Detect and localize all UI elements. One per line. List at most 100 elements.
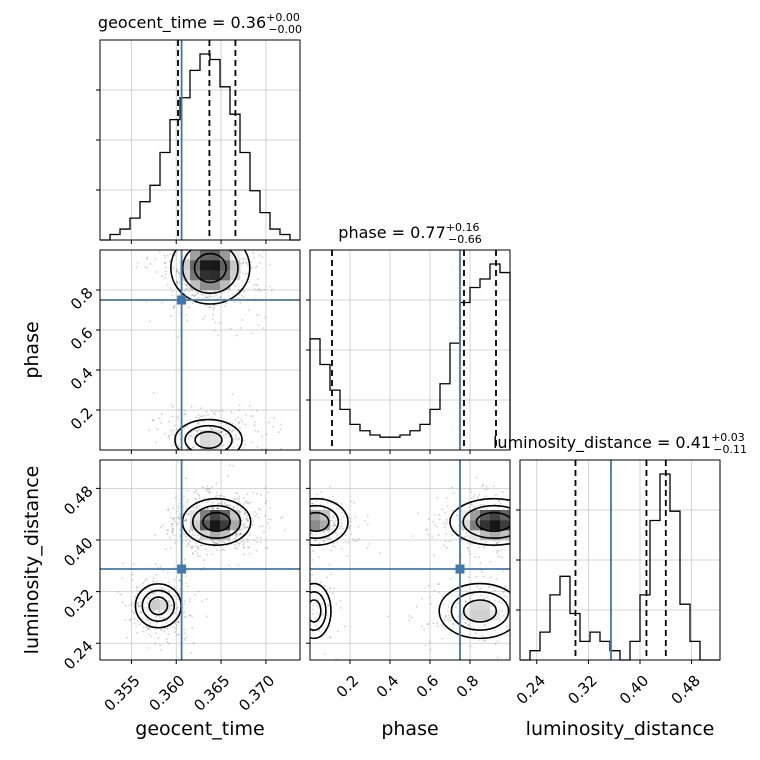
sample-point: [244, 443, 247, 446]
sample-point: [232, 465, 235, 467]
sample-point: [196, 431, 199, 434]
sample-point: [243, 541, 246, 544]
sample-point: [329, 636, 332, 639]
sample-point: [366, 523, 369, 526]
sample-point: [186, 545, 189, 547]
histogram-bar: [340, 409, 350, 450]
sample-point: [256, 313, 258, 316]
sample-point: [478, 546, 481, 549]
sample-point: [133, 622, 136, 624]
sample-point: [204, 296, 207, 299]
sample-point: [187, 570, 189, 573]
sample-point: [265, 546, 267, 549]
sample-point: [475, 632, 477, 634]
sample-point: [228, 564, 230, 567]
sample-point: [253, 288, 256, 290]
sample-point: [243, 502, 245, 505]
histogram-bar: [240, 152, 250, 240]
sample-point: [135, 586, 138, 589]
histogram-bar: [460, 302, 470, 450]
sample-point: [244, 526, 247, 529]
sample-point: [321, 496, 324, 499]
sample-point: [171, 522, 173, 525]
sample-point: [227, 500, 230, 503]
sample-point: [231, 422, 234, 425]
sample-point: [485, 507, 488, 510]
sample-point: [235, 533, 238, 536]
sample-point: [170, 315, 173, 318]
sample-point: [179, 516, 182, 519]
contour-line: [148, 596, 169, 616]
density-cell: [200, 530, 211, 541]
hist-geocent_time: [100, 40, 300, 241]
sample-point: [464, 622, 467, 624]
sample-point: [355, 539, 358, 542]
density-cell: [180, 270, 191, 281]
sample-point: [315, 506, 318, 509]
sample-point: [147, 615, 150, 617]
sample-point: [196, 492, 199, 495]
sample-point: [246, 538, 249, 541]
sample-point: [261, 435, 263, 438]
sample-point: [183, 615, 186, 618]
sample-point: [148, 633, 150, 636]
sample-point: [160, 586, 163, 589]
sample-point: [167, 508, 170, 511]
sample-point: [443, 522, 446, 525]
histogram-bar: [640, 595, 650, 660]
sample-point: [314, 538, 317, 541]
sample-point: [322, 539, 325, 542]
sample-point: [183, 558, 186, 561]
sample-point: [224, 436, 227, 439]
sample-point: [209, 490, 211, 493]
sample-point: [233, 301, 235, 304]
sample-point: [254, 421, 256, 423]
sample-point: [499, 502, 502, 505]
sample-point: [183, 495, 185, 498]
sample-point: [207, 490, 210, 493]
density-cell: [190, 280, 201, 291]
sample-point: [498, 500, 501, 502]
sample-point: [147, 619, 150, 622]
density-luminosity_distance_vs_phase-frame: [309, 459, 511, 661]
sample-point: [246, 519, 249, 522]
sample-point: [168, 434, 171, 437]
sample-point: [196, 546, 199, 548]
sample-point: [348, 527, 351, 530]
x-tick-label: 0.8: [453, 672, 483, 702]
sample-point: [283, 529, 286, 531]
x-tick-label: 0.4: [373, 672, 403, 702]
sample-point: [241, 421, 244, 423]
sample-point: [323, 508, 326, 510]
sample-point: [188, 600, 191, 603]
histogram-bar: [680, 604, 690, 660]
sample-point: [443, 526, 446, 529]
sample-point: [193, 642, 195, 645]
sample-point: [239, 427, 241, 430]
sample-point: [163, 432, 166, 435]
sample-point: [279, 428, 282, 431]
sample-point: [161, 301, 164, 304]
sample-point: [152, 580, 155, 582]
sample-point: [246, 519, 249, 522]
sample-point: [163, 617, 166, 620]
sample-point: [255, 513, 258, 516]
histogram-bar: [440, 384, 450, 450]
histogram-bar: [310, 339, 320, 450]
sample-point: [238, 534, 240, 536]
histogram-bar: [630, 641, 640, 660]
sample-point: [199, 555, 201, 558]
sample-point: [240, 541, 243, 543]
sample-point: [177, 507, 180, 510]
sample-point: [457, 514, 460, 517]
sample-point: [242, 543, 245, 546]
sample-point: [156, 598, 159, 601]
sample-point: [154, 441, 157, 444]
sample-point: [329, 485, 331, 488]
sample-point: [186, 530, 188, 533]
sample-point: [203, 497, 206, 500]
sample-point: [171, 518, 174, 521]
sample-point: [475, 476, 478, 479]
sample-point: [187, 289, 190, 291]
density-cell: [320, 520, 331, 531]
